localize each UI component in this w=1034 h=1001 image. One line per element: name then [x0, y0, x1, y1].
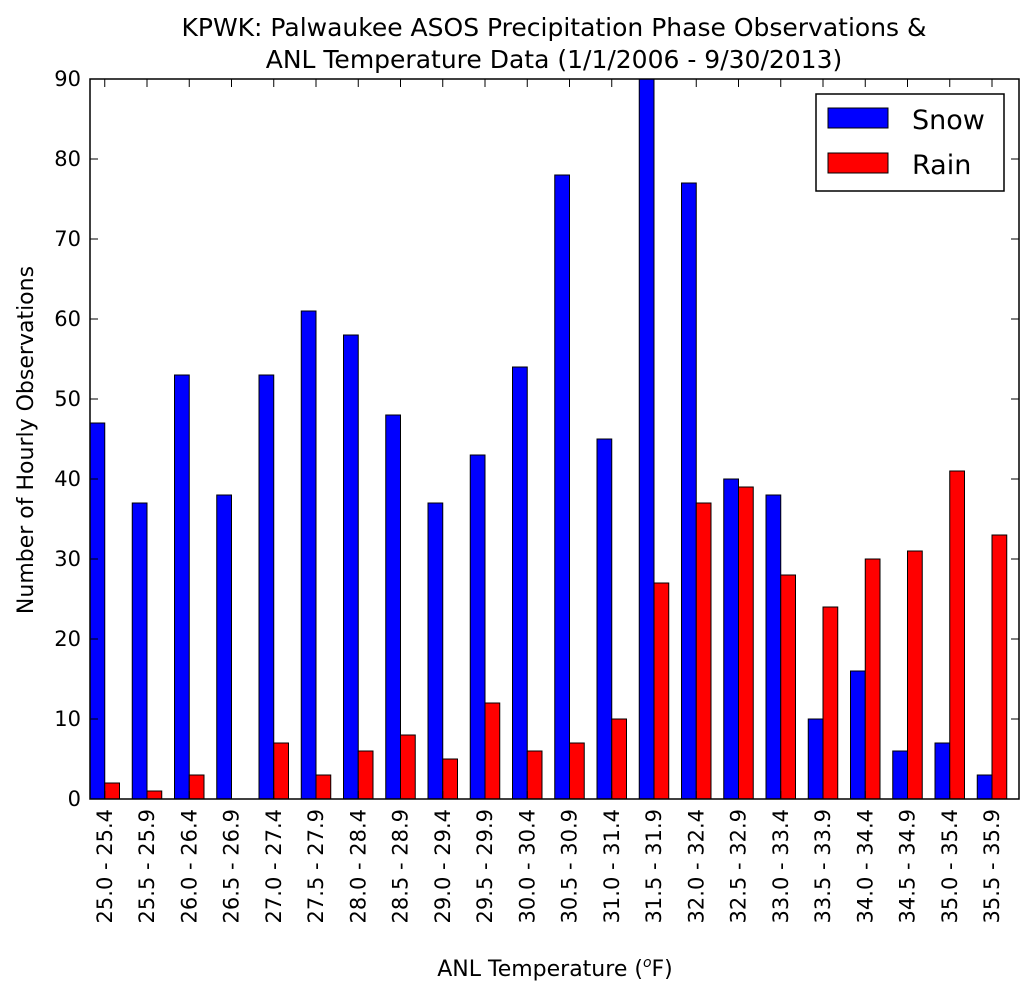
legend-label-snow: Snow [912, 105, 985, 136]
legend: Snow Rain [815, 93, 1005, 192]
x-tick-label-21: 35.5 - 35.9 [980, 809, 1004, 923]
bar-rain-5 [315, 774, 332, 800]
y-tick-label-6: 60 [54, 307, 81, 331]
bar-snow-7 [385, 414, 401, 800]
y-tick-label-2: 20 [54, 627, 81, 651]
y-axis-ticks: 0 10 20 30 40 50 60 70 80 90 [54, 67, 1019, 811]
bar-rain-16 [780, 574, 796, 800]
bar-snow-16 [765, 494, 782, 800]
x-tick-label-15: 32.5 - 32.9 [727, 809, 751, 923]
bar-snow-20 [934, 742, 951, 800]
bar-snow-3 [216, 494, 232, 800]
bar-rain-4 [273, 742, 289, 800]
chart-subtitle: ANL Temperature Data (1/1/2006 - 9/30/20… [266, 45, 843, 74]
bar-snow-4 [258, 374, 275, 800]
y-tick-label-4: 40 [54, 467, 81, 491]
bar-snow-6 [343, 334, 359, 800]
x-tick-label-11: 30.5 - 30.9 [558, 809, 582, 923]
bar-snow-2 [174, 374, 190, 800]
bar-snow-8 [427, 502, 444, 800]
bar-rain-17 [822, 606, 839, 800]
bar-snow-15 [723, 478, 739, 800]
bar-snow-11 [554, 174, 570, 800]
bar-rain-9 [484, 702, 501, 800]
x-axis-ticks: 25.0 - 25.4 25.5 - 25.9 26.0 - 26.4 26.5 - … [93, 79, 1004, 923]
bar-snow-13 [638, 78, 655, 800]
x-tick-label-5: 27.5 - 27.9 [304, 809, 328, 923]
legend-swatch-snow [827, 107, 889, 129]
bar-snow-21 [976, 774, 993, 800]
x-tick-label-20: 35.0 - 35.4 [938, 809, 962, 923]
x-tick-label-7: 28.5 - 28.9 [389, 809, 413, 923]
y-tick-label-0: 0 [68, 787, 81, 811]
bar-rain-12 [611, 718, 627, 800]
bar-snow-19 [892, 750, 908, 800]
y-tick-label-8: 80 [54, 147, 81, 171]
x-tick-label-4: 27.0 - 27.4 [262, 809, 286, 923]
y-tick-label-1: 10 [54, 707, 81, 731]
bar-snow-14 [681, 182, 697, 800]
x-tick-label-2: 26.0 - 26.4 [177, 809, 201, 923]
bar-rain-1 [146, 790, 163, 800]
x-tick-label-16: 33.0 - 33.4 [769, 809, 793, 923]
x-axis-label-suffix: F) [652, 957, 673, 982]
x-tick-label-0: 25.0 - 25.4 [93, 809, 117, 923]
bar-rain-7 [400, 734, 416, 800]
x-tick-label-6: 28.0 - 28.4 [346, 809, 370, 923]
x-tick-label-17: 33.5 - 33.9 [811, 809, 835, 923]
bar-rain-6 [357, 750, 374, 800]
x-tick-label-13: 31.5 - 31.9 [642, 809, 666, 923]
bar-rain-2 [188, 774, 205, 800]
bars-group [89, 78, 1008, 800]
bar-rain-10 [526, 750, 543, 800]
x-axis-label-degree: o [643, 955, 652, 971]
bar-rain-21 [991, 534, 1008, 800]
bar-snow-5 [300, 310, 317, 800]
y-axis-label: Number of Hourly Observations [14, 266, 39, 614]
x-tick-label-3: 26.5 - 26.9 [220, 809, 244, 923]
bar-rain-13 [653, 582, 670, 800]
bar-snow-1 [131, 502, 148, 800]
bar-snow-18 [850, 670, 866, 800]
bar-rain-8 [442, 758, 458, 800]
x-tick-label-18: 34.0 - 34.4 [853, 809, 877, 923]
bar-snow-10 [512, 366, 528, 800]
bar-snow-9 [469, 454, 486, 800]
bar-rain-14 [695, 502, 712, 800]
x-tick-label-1: 25.5 - 25.9 [135, 809, 159, 923]
x-tick-label-9: 29.5 - 29.9 [473, 809, 497, 923]
y-tick-label-5: 50 [54, 387, 81, 411]
bar-rain-19 [907, 550, 923, 800]
x-tick-label-14: 32.0 - 32.4 [684, 809, 708, 923]
x-axis-label-prefix: ANL Temperature ( [437, 957, 643, 982]
x-tick-label-19: 34.5 - 34.9 [896, 809, 920, 923]
y-tick-label-7: 70 [54, 227, 81, 251]
plot-frame [89, 78, 1020, 800]
bar-snow-17 [807, 718, 824, 800]
legend-swatch-rain [827, 152, 889, 174]
x-axis-label: ANL Temperature (oF) [437, 955, 673, 982]
y-tick-label-3: 30 [54, 547, 81, 571]
x-tick-label-10: 30.0 - 30.4 [515, 809, 539, 923]
chart-title: KPWK: Palwaukee ASOS Precipitation Phase… [181, 13, 926, 42]
x-tick-label-12: 31.0 - 31.4 [600, 809, 624, 923]
legend-label-rain: Rain [912, 150, 971, 181]
bar-rain-0 [104, 782, 120, 800]
y-tick-label-9: 90 [54, 67, 81, 91]
bar-snow-12 [596, 438, 613, 800]
bar-rain-20 [949, 470, 965, 800]
x-tick-label-8: 29.0 - 29.4 [431, 809, 455, 923]
bar-rain-11 [569, 742, 585, 800]
bar-rain-15 [738, 486, 754, 800]
bar-rain-18 [864, 558, 881, 800]
